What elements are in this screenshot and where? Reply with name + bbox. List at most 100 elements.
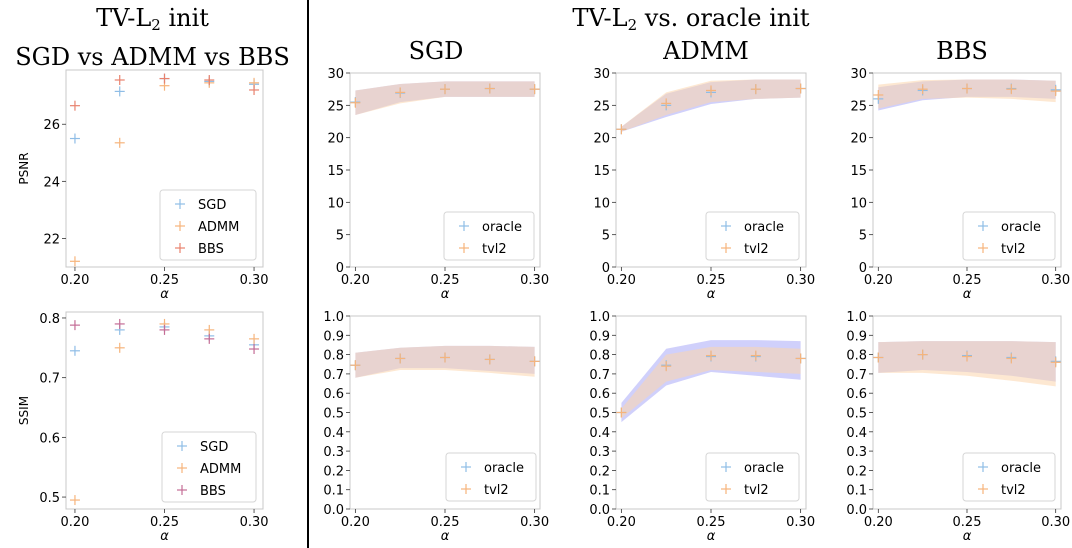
legend-label: tvl2 [744,483,769,498]
y-tick-label: 5 [859,229,867,244]
y-tick-label: 0.1 [846,484,867,499]
x-tick-label: 0.20 [341,273,370,288]
chart-bbs-ssim: 0.20 0.25 0.30 α 0.0 0.1 0.2 0.3 0.4 0.5 0.6 0.7 0.8… [846,310,1070,544]
legend-marker-oracle [721,462,731,472]
y-tick-label: 0.5 [589,407,610,422]
x-axis-label: α [160,529,169,544]
legend-label: tvl2 [484,483,509,498]
left-title-line1: TV-L2 init [0,4,305,39]
y-tick-label: 0.9 [323,329,344,344]
tvl2-marker [529,84,540,95]
legend: oracle tvl2 [962,452,1056,502]
tvl2-marker [395,353,406,364]
legend: oracle tvl2 [705,211,800,261]
y-tick-label: 0.2 [589,464,610,479]
y-tick-label: 0.5 [39,491,60,506]
x-tick-label: 0.25 [431,273,460,288]
y-tick-label: 0.0 [589,503,610,518]
y-tick-label: 0.2 [846,464,867,479]
legend: oracle tvl2 [705,452,800,502]
y-tick-label: 5 [602,229,610,244]
panel-divider [307,0,309,548]
y-tick-label: 0.8 [39,312,60,327]
bbs-marker [204,333,215,344]
y-tick-label: 30 [327,67,344,82]
tvl2-marker [795,353,806,364]
x-tick-label: 0.25 [697,273,726,288]
y-tick-label: 0.4 [846,426,867,441]
x-tick-label: 0.20 [341,515,370,530]
legend-label: oracle [1001,220,1041,235]
y-tick-label: 0.0 [323,503,344,518]
tvl2-marker [706,350,716,361]
y-tick-label: 0.6 [589,387,610,402]
tvl2-marker [661,361,672,372]
y-tick-label: 15 [327,164,344,179]
legend-marker-admm [175,221,185,231]
admm-marker [69,495,80,506]
tvl2-marker [1050,357,1061,368]
left-title: TV-L2 init SGD vs ADMM vs BBS [0,4,305,71]
x-tick-label: 0.20 [607,273,636,288]
y-tick-label: 1.0 [846,310,867,325]
tvl2-marker [917,349,928,360]
tvl2-marker [484,83,495,94]
x-axis-label: α [160,287,169,302]
y-tick-label: 0.9 [589,329,610,344]
tvl2-marker [440,352,450,363]
legend-label: oracle [744,461,784,476]
y-tick-label: 30 [850,67,867,82]
tvl2-marker [917,84,928,95]
x-tick-label: 0.20 [864,515,893,530]
x-tick-label: 0.20 [60,273,89,288]
y-axis-label: PSNR [17,152,31,184]
legend-marker-oracle [461,462,471,472]
x-axis-label: α [707,287,716,302]
x-tick-label: 0.30 [520,273,549,288]
y-tick-label: 0 [859,261,867,276]
legend-marker-bbs [175,243,185,253]
x-tick-label: 0.20 [607,515,636,530]
tvl2-marker [529,356,540,367]
y-tick-label: 25 [327,99,344,114]
x-tick-label: 0.30 [240,273,269,288]
y-tick-label: 20 [327,132,344,147]
y-tick-label: 15 [593,164,610,179]
legend-marker-sgd [175,199,185,209]
x-axis-label: α [441,529,450,544]
x-tick-label: 0.25 [431,515,460,530]
legend-marker-tvl2 [461,484,471,494]
legend-label: oracle [744,220,784,235]
admm-marker [69,256,80,267]
admm-marker [249,333,260,344]
legend-label: oracle [1001,461,1041,476]
y-tick-label: 30 [593,67,610,82]
y-tick-label: 0.2 [323,464,344,479]
left-title-sub: 2 [151,16,161,34]
bbs-marker [159,73,170,84]
y-tick-label: 10 [327,196,344,211]
right-title-sub: 2 [627,16,638,34]
column-title-bbs: BBS [936,37,988,65]
x-tick-label: 0.25 [150,515,179,530]
legend-marker-sgd [177,441,187,451]
y-tick-label: 0 [336,261,344,276]
sgd-marker [69,133,80,144]
x-axis-label: α [441,287,450,302]
y-tick-label: 0.3 [589,445,610,460]
tvl2-marker [616,124,627,135]
tvl2-marker [962,351,972,362]
tvl2-marker [750,350,761,361]
tvl2-marker [873,352,884,363]
y-tick-label: 0.4 [589,426,610,441]
legend-marker-oracle [459,221,469,231]
x-tick-label: 0.20 [864,273,893,288]
y-tick-label: 0.5 [846,407,867,422]
legend-box [161,431,257,503]
y-tick-label: 24 [43,175,60,190]
tvl2-marker [484,354,495,365]
legend: oracle tvl2 [443,211,535,261]
y-tick-label: 25 [593,99,610,114]
admm-marker [114,342,125,353]
y-tick-label: 0.7 [323,368,344,383]
